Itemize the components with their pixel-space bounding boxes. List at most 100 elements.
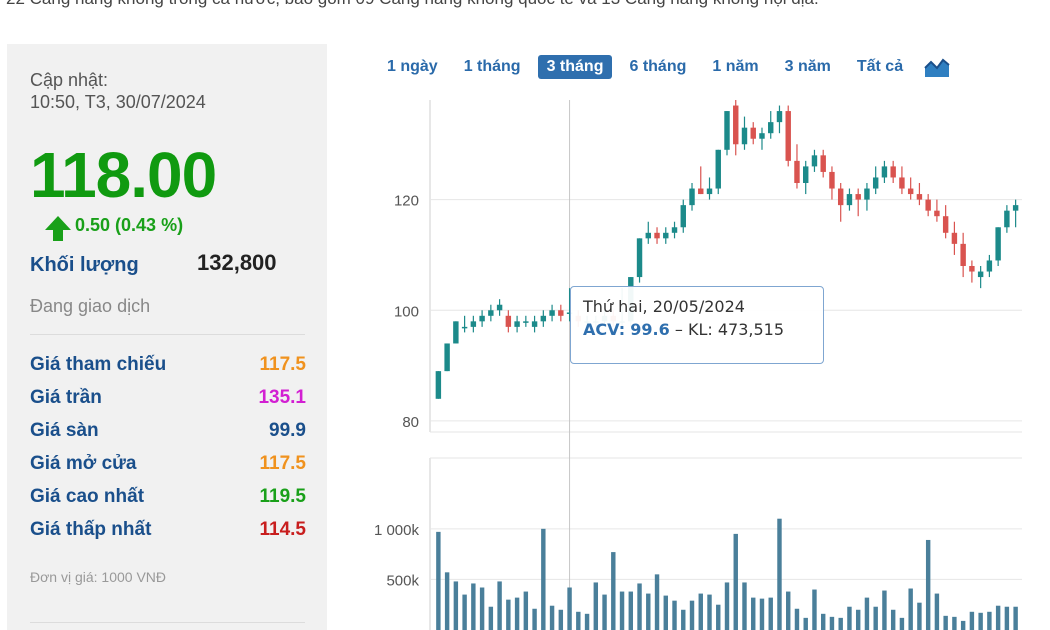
volume-bar [681, 609, 686, 630]
candle-body [453, 321, 459, 344]
range-1-month[interactable]: 1 tháng [463, 58, 521, 75]
candle-body [663, 232, 669, 239]
stat-value: 117.5 [259, 453, 307, 474]
volume-bar [514, 597, 520, 630]
volume-bar [453, 581, 459, 630]
update-label: Cập nhật: [30, 70, 109, 90]
volume-bar [890, 609, 896, 630]
volume-bar [995, 605, 1001, 630]
stat-value: 114.5 [259, 519, 307, 540]
candle-body [916, 194, 923, 200]
candle-body [549, 310, 555, 316]
candle-body [680, 205, 686, 228]
candle-body [934, 210, 940, 217]
candle-body [820, 155, 826, 172]
volume-bar [794, 608, 800, 630]
candle-body [872, 177, 879, 189]
candle-body [759, 133, 765, 139]
volume-bar [873, 606, 878, 630]
candle-body [776, 111, 783, 123]
stat-open: Giá mở cửa 117.5 [30, 453, 306, 475]
volume-bar [724, 582, 730, 630]
volume-bar [497, 581, 502, 630]
volume-bar [479, 587, 485, 630]
candle-body [488, 310, 494, 316]
candle-body [951, 232, 958, 244]
volume-bar [698, 593, 703, 630]
candle-body [785, 111, 791, 161]
current-price: 118.00 [30, 139, 217, 211]
volume-value: 132,800 [197, 250, 277, 275]
candle-body [461, 326, 468, 329]
volume-bar [820, 613, 826, 630]
price-change: 0.50 (0.43 %) [45, 209, 184, 241]
candle-body [768, 122, 774, 134]
volume-bar [847, 606, 852, 630]
volume-tick-label: 1 000k [374, 522, 420, 539]
volume-bar [925, 539, 931, 630]
candle-body [750, 127, 756, 139]
volume-bar [689, 600, 695, 630]
candle-body [1004, 210, 1010, 228]
range-6-months[interactable]: 6 tháng [629, 58, 687, 75]
candle-body [470, 321, 477, 327]
volume-bar [864, 597, 870, 630]
volume-label: Khối lượng [30, 254, 139, 276]
volume-bar [987, 611, 992, 630]
candle-body [505, 315, 512, 327]
candle-body [907, 188, 914, 195]
volume-bar [733, 533, 738, 630]
candle-body [540, 315, 547, 322]
tooltip-volume: – KL: 473,515 [674, 320, 784, 339]
volume-bar [882, 590, 887, 630]
volume-bar [952, 616, 957, 630]
volume-bar [436, 531, 441, 630]
volume-bar [576, 611, 581, 630]
stat-floor: Giá sàn 99.9 [30, 420, 306, 442]
candle-body [558, 310, 564, 316]
volume-bar [838, 617, 843, 630]
volume-bar [506, 599, 511, 630]
candle-body [794, 160, 800, 183]
candle-body [698, 188, 704, 195]
volume-bar [567, 587, 572, 630]
volume-bar [549, 605, 555, 630]
volume-bar [663, 595, 668, 630]
candle-body [671, 227, 678, 233]
candle-body [689, 188, 695, 206]
stat-low: Giá thấp nhất 114.5 [30, 519, 306, 541]
stat-label: Giá cao nhất [30, 486, 145, 507]
range-3-years[interactable]: 3 năm [784, 58, 831, 75]
divider [30, 622, 305, 623]
candle-body [995, 227, 1001, 261]
range-3-months[interactable]: 3 tháng [537, 55, 613, 79]
change-value: 0.50 (0.43 %) [75, 215, 184, 235]
volume-bar [532, 608, 537, 630]
volume-bar [742, 582, 747, 630]
update-time: 10:50, T3, 30/07/2024 [30, 92, 206, 112]
volume-bar [444, 572, 450, 630]
volume-bar [812, 589, 817, 630]
volume-bar [978, 612, 983, 630]
tooltip-acv-label: ACV: [583, 320, 626, 339]
candle-body [514, 321, 520, 327]
candle-body [986, 260, 993, 272]
candle-body [479, 315, 485, 322]
candle-body [435, 371, 442, 399]
stock-info-panel: Cập nhật: 10:50, T3, 30/07/2024 118.00 0… [7, 44, 327, 630]
volume-bar [934, 593, 940, 630]
range-1-year[interactable]: 1 năm [712, 58, 759, 75]
range-all[interactable]: Tất cả [856, 58, 904, 75]
price-unit: Đơn vị giá: 1000 VNĐ [30, 569, 167, 585]
volume-bar [716, 604, 721, 630]
range-1-day[interactable]: 1 ngày [387, 58, 438, 75]
volume-bar [488, 606, 494, 630]
stat-high: Giá cao nhất 119.5 [30, 486, 306, 508]
volume-bar [637, 583, 642, 630]
range-selector: 1 ngày 1 tháng 3 tháng 6 tháng 1 năm 3 n… [378, 55, 950, 79]
candle-body [977, 271, 984, 278]
candle-body [733, 105, 739, 145]
area-chart-icon[interactable] [924, 56, 950, 78]
volume-bar [969, 611, 975, 630]
volume-bar [654, 574, 660, 630]
